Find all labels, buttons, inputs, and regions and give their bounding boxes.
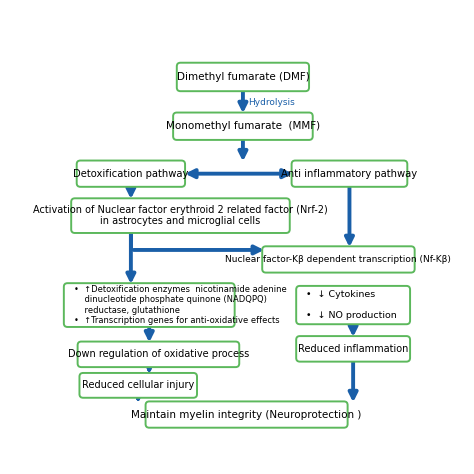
Text: Reduced cellular injury: Reduced cellular injury	[82, 380, 194, 391]
Text: Monomethyl fumarate  (MMF): Monomethyl fumarate (MMF)	[166, 121, 320, 131]
Text: Detoxification pathway: Detoxification pathway	[73, 169, 189, 179]
FancyBboxPatch shape	[262, 246, 415, 273]
FancyBboxPatch shape	[78, 342, 239, 367]
FancyBboxPatch shape	[177, 63, 309, 91]
FancyBboxPatch shape	[296, 336, 410, 362]
Text: Down regulation of oxidative process: Down regulation of oxidative process	[68, 349, 249, 359]
Text: •  ↑Detoxification enzymes  nicotinamide adenine
    dinucleotide phosphate quin: • ↑Detoxification enzymes nicotinamide a…	[74, 285, 287, 325]
FancyBboxPatch shape	[77, 161, 185, 187]
FancyBboxPatch shape	[146, 401, 347, 428]
FancyBboxPatch shape	[296, 286, 410, 324]
FancyBboxPatch shape	[173, 112, 313, 140]
Text: Reduced inflammation: Reduced inflammation	[298, 344, 408, 354]
Text: Anti inflammatory pathway: Anti inflammatory pathway	[282, 169, 418, 179]
Text: Dimethyl fumarate (DMF): Dimethyl fumarate (DMF)	[176, 72, 310, 82]
FancyBboxPatch shape	[292, 161, 407, 187]
FancyBboxPatch shape	[80, 373, 197, 398]
Text: Maintain myelin integrity (Neuroprotection ): Maintain myelin integrity (Neuroprotecti…	[131, 410, 362, 419]
FancyBboxPatch shape	[71, 198, 290, 233]
Text: Hydrolysis: Hydrolysis	[248, 98, 294, 107]
Text: •  ↓ Cytokines

•  ↓ NO production: • ↓ Cytokines • ↓ NO production	[307, 290, 397, 320]
FancyBboxPatch shape	[64, 283, 235, 327]
Text: Activation of Nuclear factor erythroid 2 related factor (Nrf-2)
in astrocytes an: Activation of Nuclear factor erythroid 2…	[33, 205, 328, 227]
Text: Nuclear factor-Kβ dependent transcription (Nf-Kβ): Nuclear factor-Kβ dependent transcriptio…	[226, 255, 451, 264]
